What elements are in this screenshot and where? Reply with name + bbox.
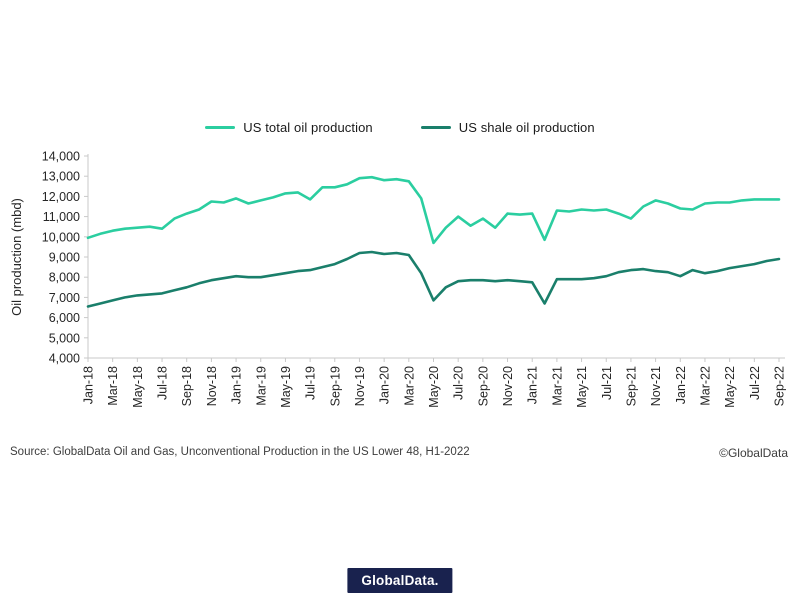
svg-text:Jan-19: Jan-19 bbox=[230, 366, 244, 404]
svg-text:Mar-22: Mar-22 bbox=[698, 366, 712, 406]
svg-text:Jan-20: Jan-20 bbox=[378, 366, 392, 404]
svg-text:Nov-18: Nov-18 bbox=[205, 366, 219, 406]
svg-text:Jul-18: Jul-18 bbox=[156, 366, 170, 400]
svg-text:Mar-20: Mar-20 bbox=[402, 366, 416, 406]
svg-text:May-21: May-21 bbox=[575, 366, 589, 408]
svg-text:Jan-18: Jan-18 bbox=[82, 366, 96, 404]
globaldata-logo-badge: GlobalData. bbox=[347, 568, 453, 593]
svg-text:Jul-22: Jul-22 bbox=[748, 366, 762, 400]
svg-text:Mar-21: Mar-21 bbox=[550, 366, 564, 406]
svg-text:Sep-19: Sep-19 bbox=[328, 366, 342, 406]
svg-text:6,000: 6,000 bbox=[49, 311, 80, 325]
legend-item-us-total-oil-production: US total oil production bbox=[205, 120, 373, 135]
svg-text:May-20: May-20 bbox=[427, 366, 441, 408]
svg-text:7,000: 7,000 bbox=[49, 291, 80, 305]
svg-text:5,000: 5,000 bbox=[49, 331, 80, 345]
svg-text:Sep-20: Sep-20 bbox=[476, 366, 490, 406]
svg-text:10,000: 10,000 bbox=[42, 230, 80, 244]
svg-text:4,000: 4,000 bbox=[49, 352, 80, 366]
svg-text:Jul-19: Jul-19 bbox=[304, 366, 318, 400]
svg-text:Sep-22: Sep-22 bbox=[773, 366, 787, 406]
svg-text:Sep-21: Sep-21 bbox=[624, 366, 638, 406]
svg-text:Jul-21: Jul-21 bbox=[600, 366, 614, 400]
svg-text:May-19: May-19 bbox=[279, 366, 293, 408]
svg-text:Jan-21: Jan-21 bbox=[526, 366, 540, 404]
svg-text:Nov-20: Nov-20 bbox=[501, 366, 515, 406]
copyright-text: ©GlobalData bbox=[719, 446, 788, 460]
svg-text:May-22: May-22 bbox=[723, 366, 737, 408]
svg-text:9,000: 9,000 bbox=[49, 251, 80, 265]
legend-item-us-shale-oil-production: US shale oil production bbox=[420, 120, 595, 135]
svg-text:11,000: 11,000 bbox=[43, 210, 80, 224]
chart-legend: US total oil production US shale oil pro… bbox=[0, 120, 800, 135]
svg-text:Nov-21: Nov-21 bbox=[649, 366, 663, 406]
svg-text:Sep-18: Sep-18 bbox=[180, 366, 194, 406]
legend-label-total: US total oil production bbox=[243, 120, 373, 135]
svg-text:13,000: 13,000 bbox=[42, 170, 80, 184]
legend-label-shale: US shale oil production bbox=[458, 120, 595, 135]
source-note: Source: GlobalData Oil and Gas, Unconven… bbox=[10, 446, 470, 458]
svg-text:Nov-19: Nov-19 bbox=[353, 366, 367, 406]
legend-swatch-shale-line-icon bbox=[420, 126, 451, 129]
svg-text:14,000: 14,000 bbox=[42, 150, 80, 164]
svg-text:8,000: 8,000 bbox=[49, 271, 80, 285]
svg-text:12,000: 12,000 bbox=[42, 190, 80, 204]
svg-text:Jul-20: Jul-20 bbox=[452, 366, 466, 400]
svg-text:Mar-19: Mar-19 bbox=[254, 366, 268, 406]
footer-row: Source: GlobalData Oil and Gas, Unconven… bbox=[0, 446, 800, 460]
svg-text:Jan-22: Jan-22 bbox=[674, 366, 688, 404]
svg-text:Mar-18: Mar-18 bbox=[106, 366, 120, 406]
legend-swatch-total-line-icon bbox=[205, 126, 236, 129]
production-line-chart: 4,000 5,000 6,000 7,000 8,000 9,000 10,000 11,0… bbox=[42, 150, 787, 408]
svg-text:May-18: May-18 bbox=[131, 366, 145, 408]
